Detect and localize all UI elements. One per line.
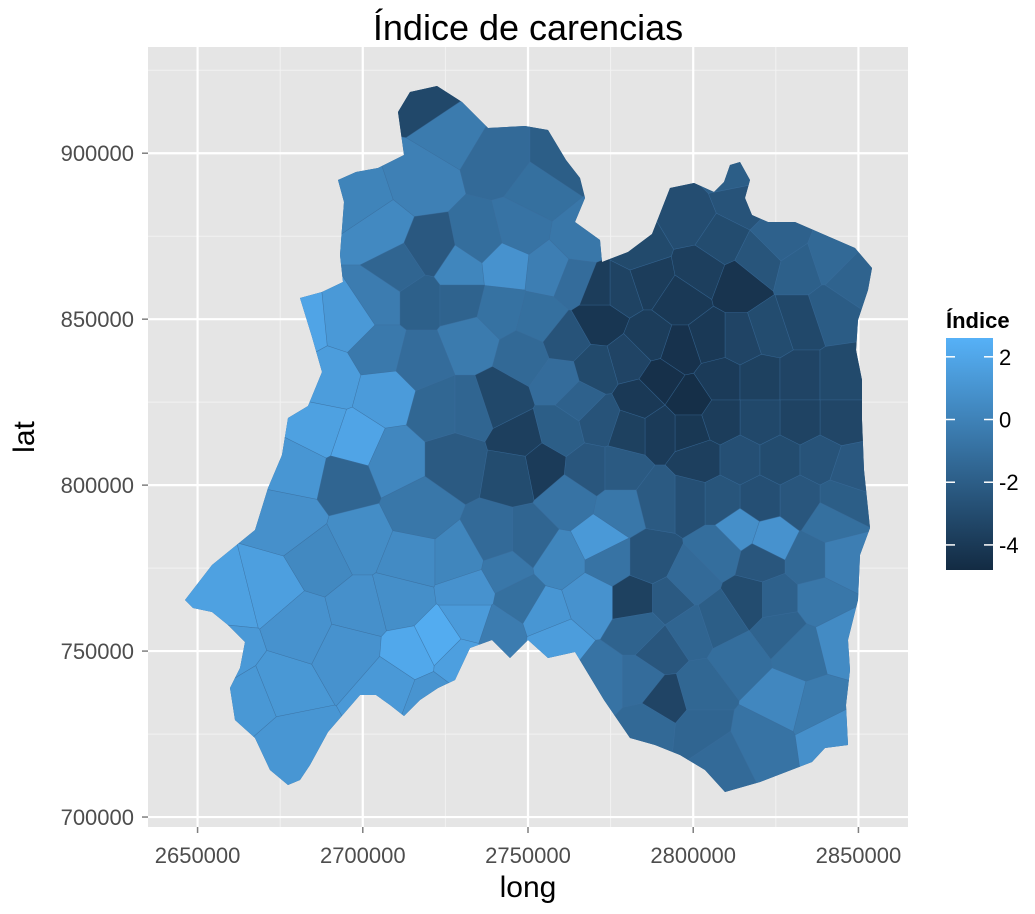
map-region [779,349,821,401]
map-region [436,316,500,376]
x-axis: 2650000 2700000 2750000 2800000 2850000 [155,827,902,868]
legend-title: Índice [946,308,1010,333]
map-region [347,324,407,376]
y-axis-title: lat [8,420,41,452]
legend-tick-label: -4 [999,533,1019,558]
legend-tick-label: -2 [999,470,1019,495]
legend-tick-label: 2 [999,345,1011,370]
x-tick-label: 2700000 [320,843,406,868]
y-tick-label: 750000 [61,639,134,664]
y-axis: 700000 750000 800000 850000 900000 [61,141,148,830]
x-tick-label: 2750000 [485,843,571,868]
map-region [762,573,798,618]
chart-title: Índice de carencias [373,7,683,48]
legend-ticks: 2 0 -2 -4 [946,345,1019,558]
map-region [824,199,872,337]
x-tick-label: 2800000 [650,843,736,868]
map-region [759,434,801,486]
map-region [719,434,761,486]
y-tick-label: 800000 [61,473,134,498]
x-tick-label: 2650000 [155,843,241,868]
map-region [573,343,619,395]
legend-tick-label: 0 [999,408,1011,433]
map-region [378,475,466,540]
map-region [635,464,676,534]
legend: Índice 2 0 -2 -4 [946,308,1019,570]
map-region [479,449,535,508]
legend-colorbar [946,338,993,570]
y-tick-label: 700000 [61,805,134,830]
x-axis-title: long [500,871,557,904]
y-tick-label: 850000 [61,307,134,332]
map-region [599,612,666,656]
x-tick-label: 2850000 [816,843,902,868]
y-tick-label: 900000 [61,141,134,166]
map-region [730,704,809,792]
